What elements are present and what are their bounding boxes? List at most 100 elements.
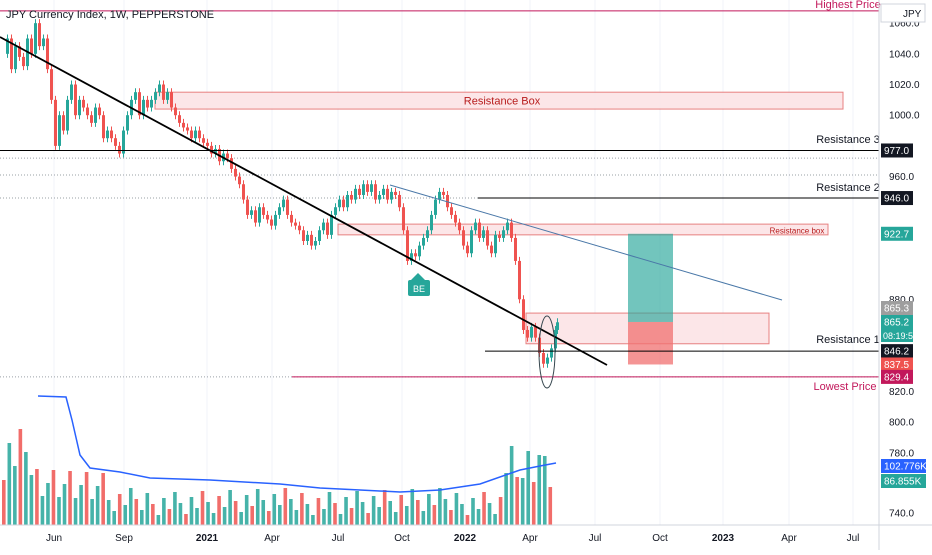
candle-down: [270, 219, 273, 226]
volume-bar-down: [51, 470, 56, 525]
candle-up: [338, 199, 341, 208]
candle-up: [214, 148, 217, 154]
candle-up: [14, 46, 17, 70]
candle-up: [66, 99, 69, 131]
price-label-box: [881, 226, 913, 241]
candle-up: [158, 84, 161, 93]
volume-bar-up: [239, 512, 243, 525]
candle-down: [522, 299, 525, 330]
candle-down: [62, 115, 65, 131]
resistance-box: [337, 223, 829, 236]
volume-bar-up: [106, 500, 111, 525]
resistance-box-label: Resistance Box: [464, 96, 541, 108]
candle-up: [6, 38, 9, 54]
volume-bar-up: [327, 492, 332, 525]
volume-bar-up: [140, 510, 144, 525]
volume-bar-up: [112, 511, 116, 525]
candle-up: [438, 191, 441, 200]
volume-bar-up: [123, 505, 128, 525]
candle-down: [170, 92, 173, 108]
volume-bar-up: [460, 504, 464, 525]
volume-bar-down: [68, 471, 72, 525]
volume-bar-down: [465, 515, 470, 525]
countdown-box: [881, 329, 913, 342]
volume-bar-up: [311, 515, 315, 525]
volume-bar-up: [162, 498, 166, 525]
candle-down: [226, 153, 229, 159]
candle-up: [278, 207, 281, 215]
x-tick-label: Jul: [589, 533, 602, 544]
candle-down: [542, 352, 545, 364]
price-label-box: [881, 301, 913, 315]
currency-badge-frame[interactable]: [880, 3, 926, 23]
candle-up: [330, 214, 333, 235]
volume-bar-up: [255, 489, 260, 525]
candle-up: [370, 184, 373, 192]
volume-bar-down: [349, 508, 354, 525]
volume-bar-up: [377, 507, 381, 525]
volume-bar-up: [29, 475, 34, 525]
candle-down: [262, 207, 265, 215]
volume-bar-down: [416, 500, 420, 525]
candle-up: [94, 107, 97, 123]
candle-down: [90, 115, 93, 123]
volume-bar-down: [167, 509, 172, 525]
candle-down: [230, 158, 233, 169]
candle-up: [78, 99, 81, 116]
trendline-black: [0, 36, 608, 366]
candle-up: [166, 92, 169, 100]
candle-down: [490, 245, 493, 254]
volume-bar-down: [531, 482, 536, 525]
candle-down: [190, 130, 193, 139]
price-label-box: [881, 369, 913, 384]
y-tick-label: 780.0: [889, 449, 914, 460]
candle-up: [418, 245, 421, 257]
signal-bubble[interactable]: [408, 280, 430, 296]
volume-bar-up: [344, 497, 348, 525]
candle-down: [442, 191, 445, 195]
volume-bar-up: [493, 514, 497, 525]
candle-down: [210, 145, 213, 154]
y-tick-label: 1040.0: [889, 49, 920, 60]
candle-down: [178, 115, 181, 123]
volume-bar-down: [250, 506, 254, 525]
x-tick-label: 2021: [196, 533, 219, 544]
volume-bar-up: [40, 496, 45, 525]
volume-bar-up: [206, 502, 210, 525]
candle-down: [234, 168, 237, 177]
candle-up: [258, 207, 261, 223]
volume-bar-up: [90, 499, 94, 525]
candle-down: [462, 230, 465, 246]
volume-bar-up: [427, 494, 431, 525]
volume-bar-up: [360, 502, 365, 525]
candle-down: [186, 127, 189, 131]
volume-bar-down: [217, 496, 221, 525]
price-label-text: 865.3: [884, 304, 909, 315]
volume-bar-down: [316, 498, 321, 525]
candle-up: [430, 214, 433, 231]
volume-bar-up: [128, 488, 133, 525]
volume-bar-up: [443, 499, 448, 525]
candle-down: [30, 38, 33, 54]
candle-down: [458, 222, 461, 231]
candle-down: [518, 260, 521, 300]
volume-bar-down: [84, 472, 89, 525]
volume-bar-up: [228, 490, 232, 525]
volume-bar-up: [189, 497, 194, 525]
candle-down: [254, 210, 257, 223]
candle-down: [266, 214, 269, 220]
candle-down: [294, 222, 297, 226]
x-tick-label: Apr: [264, 533, 280, 544]
level-label: Resistance 1: [816, 334, 880, 346]
volume-bar-up: [404, 506, 409, 525]
volume-bar-up: [338, 514, 343, 525]
volume-bar-up: [244, 495, 249, 525]
x-tick-label: 2023: [712, 533, 735, 544]
volume-bar-up: [393, 512, 398, 525]
candle-down: [174, 107, 177, 116]
volume-bar-up: [222, 507, 227, 525]
candle-up: [530, 326, 533, 338]
volume-bar-up: [454, 493, 459, 525]
